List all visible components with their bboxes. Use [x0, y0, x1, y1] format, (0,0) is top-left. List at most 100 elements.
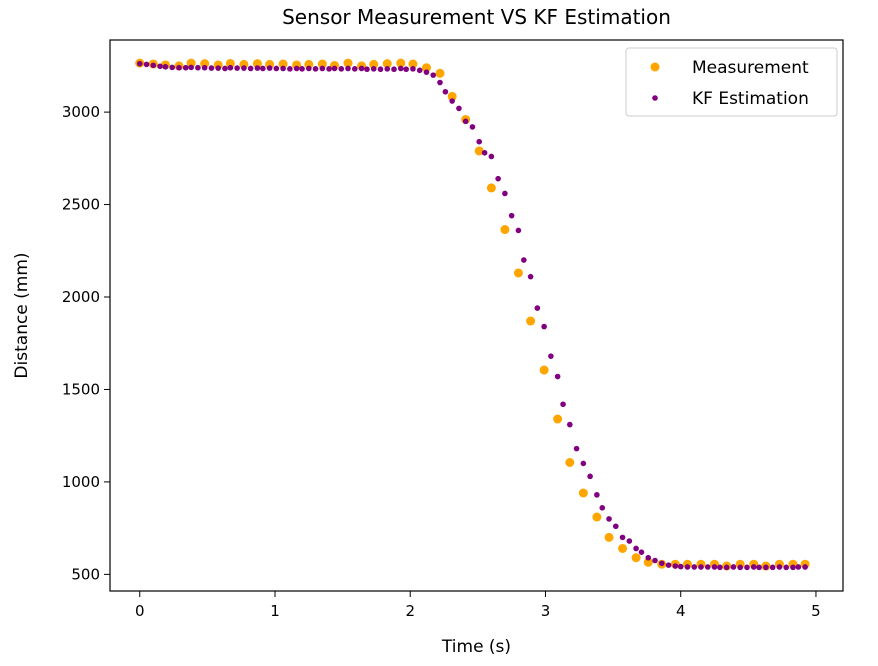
data-point	[449, 98, 455, 104]
data-point	[488, 153, 495, 160]
data-point	[508, 212, 515, 219]
data-point	[241, 65, 247, 71]
data-point	[633, 545, 639, 552]
data-point	[652, 557, 658, 564]
data-point	[638, 549, 645, 555]
data-point	[698, 564, 704, 570]
data-point	[539, 365, 549, 375]
data-point	[215, 65, 221, 71]
data-point	[326, 66, 332, 72]
data-point	[186, 58, 196, 68]
data-point	[526, 316, 536, 326]
data-point	[474, 146, 484, 156]
data-point	[587, 473, 593, 480]
data-point	[691, 564, 698, 570]
x-axis-label: Time (s)	[441, 637, 511, 657]
data-point	[456, 105, 462, 112]
data-point	[553, 414, 563, 424]
data-point	[606, 516, 612, 522]
data-point	[672, 563, 679, 569]
chart-title: Sensor Measurement VS KF Estimation	[282, 5, 671, 29]
data-point	[469, 124, 476, 130]
data-point	[631, 553, 641, 563]
data-point	[795, 564, 802, 570]
data-point	[737, 564, 744, 571]
data-point	[364, 66, 370, 73]
plot-frame	[109, 39, 844, 592]
data-point	[645, 554, 652, 561]
data-point	[554, 373, 561, 380]
data-point	[200, 59, 210, 69]
data-point	[442, 88, 449, 95]
data-point	[578, 488, 588, 498]
data-point	[711, 564, 718, 570]
series-kf-estimation	[136, 60, 808, 571]
y-tick-label: 1000	[62, 473, 100, 491]
y-tick-label: 1500	[62, 380, 100, 398]
data-point	[684, 564, 691, 570]
data-point	[351, 66, 358, 72]
legend: Measurement KF Estimation	[625, 47, 838, 117]
data-point	[397, 65, 404, 72]
data-point	[370, 66, 377, 72]
data-point	[763, 564, 769, 571]
data-point	[599, 504, 606, 511]
y-tick-label: 2500	[62, 196, 100, 214]
data-point	[604, 532, 614, 542]
data-point	[384, 66, 391, 72]
data-point	[391, 66, 397, 73]
series-measurement	[135, 58, 810, 571]
data-point	[343, 58, 353, 68]
data-point	[382, 59, 392, 69]
data-point	[560, 401, 566, 408]
legend-marker-measurement	[650, 62, 660, 72]
x-tick-label: 1	[270, 602, 280, 620]
data-point	[750, 564, 757, 570]
data-point	[447, 91, 457, 101]
data-point	[500, 225, 510, 235]
data-point	[643, 557, 653, 567]
data-point	[423, 69, 430, 75]
data-point	[437, 79, 443, 86]
data-point	[176, 64, 182, 71]
x-tick-label: 5	[811, 602, 821, 620]
data-point	[345, 65, 351, 72]
data-point	[565, 457, 575, 467]
data-point	[222, 65, 228, 72]
data-point	[573, 445, 580, 452]
x-tick-label: 2	[405, 602, 415, 620]
data-point	[331, 65, 338, 72]
data-point	[756, 564, 762, 571]
x-tick-label: 3	[541, 602, 551, 620]
data-point	[358, 65, 365, 72]
data-point	[665, 562, 672, 568]
data-point	[408, 59, 418, 69]
data-point	[619, 534, 626, 541]
data-point	[278, 59, 288, 69]
data-point	[188, 64, 194, 71]
y-axis: 500 1000 1500 2000 2500 3000	[62, 103, 110, 583]
y-tick-label: 2000	[62, 288, 100, 306]
data-point	[260, 65, 266, 72]
data-point	[299, 66, 305, 72]
data-point	[410, 66, 416, 72]
data-point	[338, 66, 345, 72]
data-point	[266, 65, 273, 71]
data-point	[594, 492, 600, 498]
data-point	[143, 61, 150, 68]
data-point	[377, 66, 384, 73]
legend-marker-kf-estimation	[652, 95, 658, 101]
data-point	[280, 65, 286, 72]
data-point	[435, 68, 445, 78]
y-axis-label: Distance (mm)	[12, 252, 32, 378]
data-point	[580, 460, 587, 467]
data-point	[319, 65, 326, 72]
data-point	[234, 65, 240, 71]
data-point	[502, 190, 508, 197]
data-point	[802, 564, 808, 570]
data-point	[744, 564, 750, 571]
legend-box	[625, 47, 838, 117]
data-point	[208, 65, 215, 71]
data-point	[515, 227, 522, 234]
data-point	[592, 512, 602, 522]
